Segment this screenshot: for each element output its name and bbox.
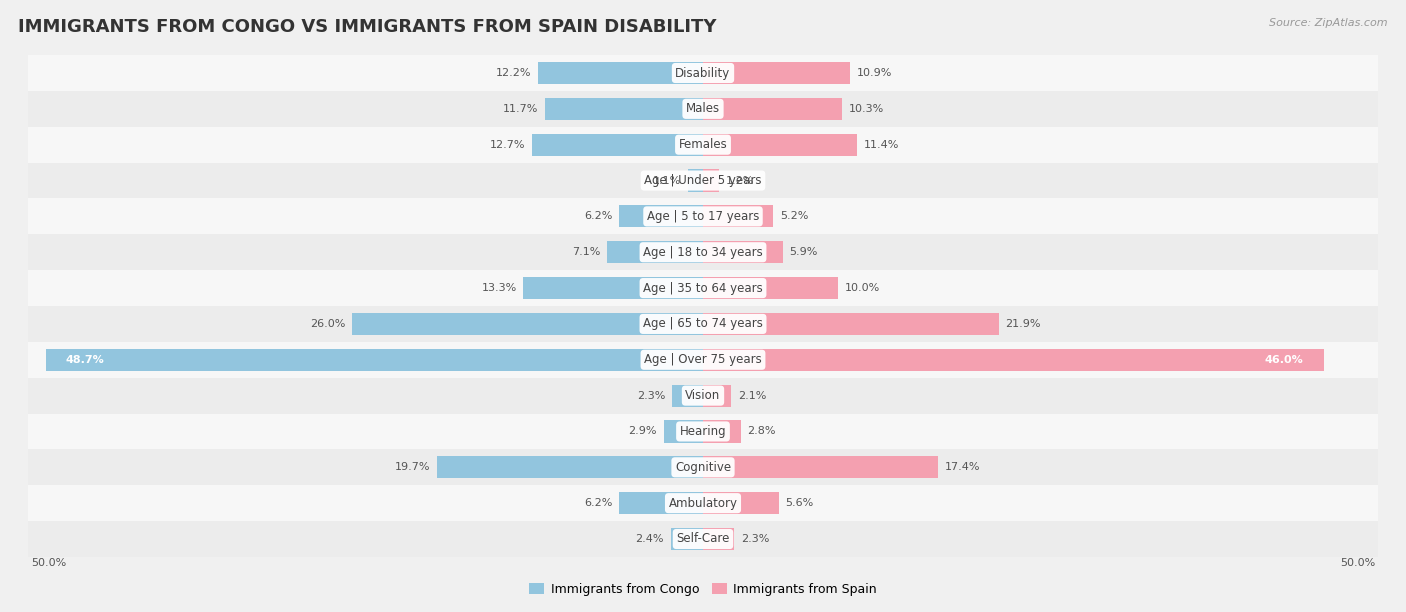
Bar xyxy=(703,313,998,335)
Bar xyxy=(671,528,703,550)
Text: 5.6%: 5.6% xyxy=(786,498,814,508)
Bar xyxy=(28,234,1378,270)
Bar xyxy=(703,528,734,550)
Text: Ambulatory: Ambulatory xyxy=(668,497,738,510)
Text: 2.4%: 2.4% xyxy=(636,534,664,544)
Bar xyxy=(28,449,1378,485)
Text: 10.0%: 10.0% xyxy=(845,283,880,293)
Bar xyxy=(703,420,741,442)
Bar xyxy=(28,91,1378,127)
Text: IMMIGRANTS FROM CONGO VS IMMIGRANTS FROM SPAIN DISABILITY: IMMIGRANTS FROM CONGO VS IMMIGRANTS FROM… xyxy=(18,18,717,36)
Bar xyxy=(28,342,1378,378)
Text: 50.0%: 50.0% xyxy=(1340,558,1375,568)
Text: Males: Males xyxy=(686,102,720,115)
Text: Age | 65 to 74 years: Age | 65 to 74 years xyxy=(643,318,763,330)
Text: 1.2%: 1.2% xyxy=(725,176,755,185)
Text: Disability: Disability xyxy=(675,67,731,80)
Bar xyxy=(607,241,703,263)
Text: 12.7%: 12.7% xyxy=(489,140,524,150)
Bar xyxy=(28,414,1378,449)
Text: 2.8%: 2.8% xyxy=(748,427,776,436)
Bar xyxy=(703,349,1324,371)
Bar xyxy=(28,378,1378,414)
Bar xyxy=(28,521,1378,557)
Bar xyxy=(28,198,1378,234)
Bar xyxy=(28,127,1378,163)
Bar xyxy=(703,456,938,479)
Text: 2.9%: 2.9% xyxy=(628,427,657,436)
Bar xyxy=(619,492,703,514)
Bar xyxy=(703,241,783,263)
Bar xyxy=(664,420,703,442)
Text: 11.4%: 11.4% xyxy=(863,140,898,150)
Legend: Immigrants from Congo, Immigrants from Spain: Immigrants from Congo, Immigrants from S… xyxy=(530,583,876,596)
Bar xyxy=(352,313,703,335)
Bar xyxy=(672,384,703,407)
Text: 1.1%: 1.1% xyxy=(654,176,682,185)
Text: 26.0%: 26.0% xyxy=(309,319,346,329)
Text: Age | 18 to 34 years: Age | 18 to 34 years xyxy=(643,246,763,259)
Bar xyxy=(703,205,773,228)
Text: Age | Under 5 years: Age | Under 5 years xyxy=(644,174,762,187)
Text: Vision: Vision xyxy=(685,389,721,402)
Bar xyxy=(703,62,851,84)
Text: 50.0%: 50.0% xyxy=(31,558,66,568)
Bar xyxy=(28,55,1378,91)
Bar xyxy=(28,270,1378,306)
Text: 19.7%: 19.7% xyxy=(395,462,430,472)
Text: 10.3%: 10.3% xyxy=(849,104,884,114)
Text: 5.2%: 5.2% xyxy=(780,211,808,222)
Text: 7.1%: 7.1% xyxy=(572,247,600,257)
Text: Females: Females xyxy=(679,138,727,151)
Bar xyxy=(688,170,703,192)
Text: 11.7%: 11.7% xyxy=(503,104,538,114)
Text: 46.0%: 46.0% xyxy=(1265,355,1303,365)
Bar xyxy=(28,306,1378,342)
Text: 17.4%: 17.4% xyxy=(945,462,980,472)
Bar xyxy=(703,133,856,156)
Text: 2.3%: 2.3% xyxy=(741,534,769,544)
Text: 6.2%: 6.2% xyxy=(583,211,613,222)
Text: Hearing: Hearing xyxy=(679,425,727,438)
Text: Age | 35 to 64 years: Age | 35 to 64 years xyxy=(643,282,763,294)
Bar xyxy=(28,163,1378,198)
Bar xyxy=(703,384,731,407)
Text: 2.1%: 2.1% xyxy=(738,390,766,401)
Bar xyxy=(619,205,703,228)
Text: 21.9%: 21.9% xyxy=(1005,319,1040,329)
Text: 12.2%: 12.2% xyxy=(496,68,531,78)
Bar xyxy=(28,485,1378,521)
Text: 48.7%: 48.7% xyxy=(66,355,104,365)
Bar xyxy=(703,98,842,120)
Text: Age | Over 75 years: Age | Over 75 years xyxy=(644,353,762,366)
Bar xyxy=(437,456,703,479)
Bar xyxy=(531,133,703,156)
Text: Source: ZipAtlas.com: Source: ZipAtlas.com xyxy=(1270,18,1388,28)
Bar xyxy=(703,277,838,299)
Bar xyxy=(45,349,703,371)
Text: 5.9%: 5.9% xyxy=(789,247,818,257)
Bar xyxy=(523,277,703,299)
Bar xyxy=(703,492,779,514)
Bar xyxy=(546,98,703,120)
Bar xyxy=(703,170,720,192)
Text: 10.9%: 10.9% xyxy=(856,68,893,78)
Text: Cognitive: Cognitive xyxy=(675,461,731,474)
Text: 2.3%: 2.3% xyxy=(637,390,665,401)
Text: Age | 5 to 17 years: Age | 5 to 17 years xyxy=(647,210,759,223)
Text: 6.2%: 6.2% xyxy=(583,498,613,508)
Text: 13.3%: 13.3% xyxy=(481,283,517,293)
Text: Self-Care: Self-Care xyxy=(676,532,730,545)
Bar xyxy=(538,62,703,84)
